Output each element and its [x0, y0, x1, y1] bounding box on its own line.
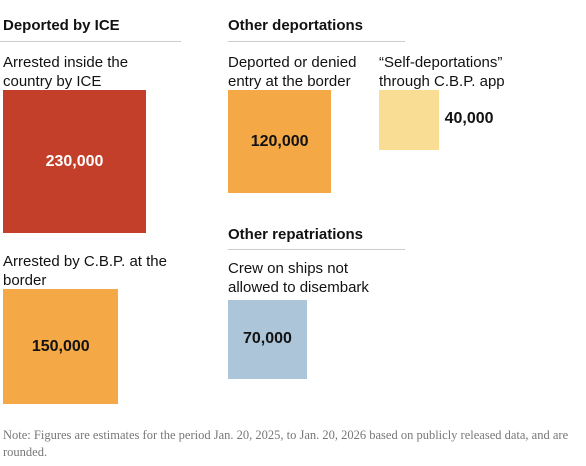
item-label: Crew on ships not allowed to disembark [228, 260, 369, 296]
value-label: 70,000 [242, 330, 292, 348]
square: 230,000 [3, 90, 146, 233]
value-label: 40,000 [444, 109, 494, 127]
square: 150,000 [3, 289, 119, 405]
square: 70,000 [228, 300, 307, 379]
item-label: Deported or denied entry at the border [228, 54, 357, 90]
divider [0, 41, 181, 42]
item-label: Arrested inside the country by ICE [3, 54, 129, 90]
group-title: Deported by ICE [3, 17, 120, 34]
square: 120,000 [228, 90, 332, 194]
value-label: 230,000 [45, 152, 104, 170]
value-label: 120,000 [250, 132, 309, 150]
group-title: Other deportations [228, 17, 364, 34]
item-label: “Self-deportations” through C.B.P. app [379, 54, 505, 90]
item-label: Arrested by C.B.P. at the border [3, 253, 167, 289]
group-title: Other repatriations [228, 226, 364, 243]
value-label: 150,000 [31, 337, 90, 355]
divider [228, 41, 405, 42]
note: Note: Figures are estimates for the peri… [3, 428, 569, 459]
divider [228, 249, 405, 250]
square [379, 90, 439, 150]
